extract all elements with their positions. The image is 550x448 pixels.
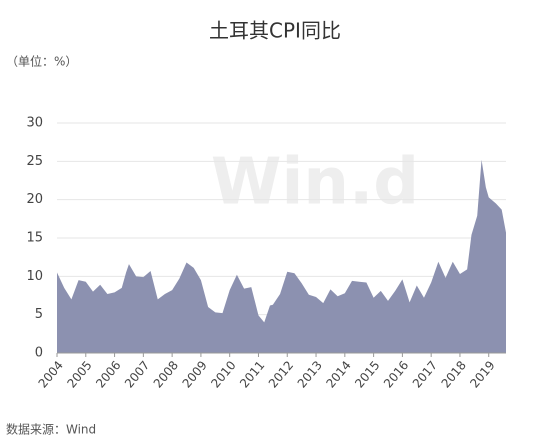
y-tick-label: 30 <box>26 116 43 131</box>
x-tick-label: 2019 <box>467 358 497 390</box>
x-tick-label: 2017 <box>410 358 440 390</box>
chart-title: 土耳其CPI同比 <box>209 19 341 43</box>
x-tick-label: 2018 <box>439 358 469 390</box>
y-tick-label: 10 <box>26 269 43 284</box>
area <box>57 159 506 353</box>
x-tick-label: 2007 <box>122 358 152 390</box>
unit-label: （单位：%） <box>6 54 77 69</box>
x-tick-label: 2005 <box>64 358 94 390</box>
x-tick-label: 2009 <box>180 358 210 390</box>
x-tick-label: 2008 <box>151 358 181 390</box>
y-tick-label: 15 <box>26 231 43 246</box>
x-tick-label: 2015 <box>352 358 382 390</box>
y-tick-label: 25 <box>26 154 43 169</box>
source: 数据来源：Wind <box>6 422 96 437</box>
y-tick-label: 0 <box>35 346 43 361</box>
x-tick-label: 2014 <box>323 358 353 390</box>
x-tick-label: 2004 <box>36 358 66 390</box>
watermark: Win.d <box>211 146 419 220</box>
x-tick-label: 2016 <box>381 358 411 390</box>
x-tick-label: 2013 <box>295 358 325 390</box>
x-tick-label: 2010 <box>208 358 238 390</box>
x-tick-label: 2011 <box>237 358 267 390</box>
y-tick-label: 5 <box>35 307 43 322</box>
y-tick-label: 20 <box>26 192 43 207</box>
x-tick-label: 2006 <box>93 358 123 390</box>
x-tick-label: 2012 <box>266 358 296 390</box>
